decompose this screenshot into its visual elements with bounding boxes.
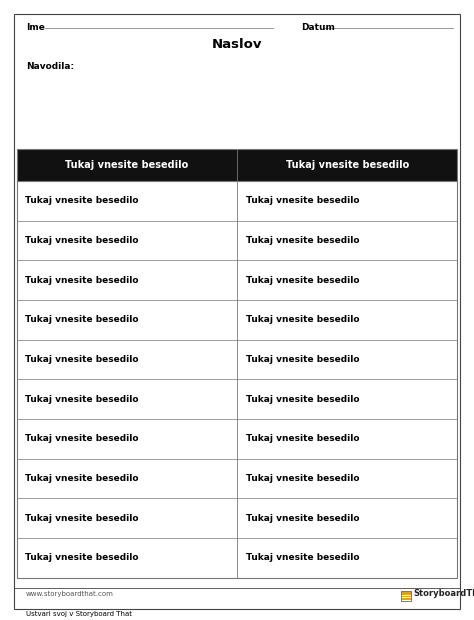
- Text: Navodila:: Navodila:: [26, 62, 74, 71]
- Bar: [17, 459, 457, 498]
- Bar: [17, 538, 457, 578]
- Text: Tukaj vnesite besedilo: Tukaj vnesite besedilo: [285, 160, 409, 170]
- Text: Tukaj vnesite besedilo: Tukaj vnesite besedilo: [246, 355, 359, 364]
- Text: Tukaj vnesite besedilo: Tukaj vnesite besedilo: [246, 474, 359, 483]
- Text: Tukaj vnesite besedilo: Tukaj vnesite besedilo: [246, 554, 359, 562]
- Bar: [17, 149, 457, 578]
- Bar: [17, 260, 457, 300]
- Text: Tukaj vnesite besedilo: Tukaj vnesite besedilo: [246, 316, 359, 324]
- Text: StoryboardThat: StoryboardThat: [413, 590, 474, 598]
- Bar: [17, 340, 457, 379]
- Text: Tukaj vnesite besedilo: Tukaj vnesite besedilo: [25, 514, 138, 523]
- Text: Tukaj vnesite besedilo: Tukaj vnesite besedilo: [25, 355, 138, 364]
- Text: Tukaj vnesite besedilo: Tukaj vnesite besedilo: [25, 435, 138, 443]
- Bar: [17, 419, 457, 459]
- Text: Ustvari svoj v Storyboard That: Ustvari svoj v Storyboard That: [26, 611, 132, 617]
- Text: www.storyboardthat.com: www.storyboardthat.com: [26, 591, 114, 597]
- Bar: [17, 181, 457, 221]
- Bar: [17, 221, 457, 260]
- Text: Tukaj vnesite besedilo: Tukaj vnesite besedilo: [25, 395, 138, 404]
- Text: Tukaj vnesite besedilo: Tukaj vnesite besedilo: [246, 236, 359, 245]
- Bar: [17, 379, 457, 419]
- Bar: [17, 498, 457, 538]
- Text: Tukaj vnesite besedilo: Tukaj vnesite besedilo: [246, 435, 359, 443]
- Text: Tukaj vnesite besedilo: Tukaj vnesite besedilo: [246, 395, 359, 404]
- Bar: [17, 300, 457, 340]
- Text: Tukaj vnesite besedilo: Tukaj vnesite besedilo: [65, 160, 189, 170]
- Text: Tukaj vnesite besedilo: Tukaj vnesite besedilo: [246, 514, 359, 523]
- Text: Tukaj vnesite besedilo: Tukaj vnesite besedilo: [25, 236, 138, 245]
- Bar: [17, 149, 457, 181]
- Text: Tukaj vnesite besedilo: Tukaj vnesite besedilo: [246, 276, 359, 285]
- Text: Tukaj vnesite besedilo: Tukaj vnesite besedilo: [246, 197, 359, 205]
- Text: Tukaj vnesite besedilo: Tukaj vnesite besedilo: [25, 316, 138, 324]
- Text: Ime: Ime: [26, 24, 45, 32]
- Text: Datum: Datum: [301, 24, 335, 32]
- Bar: [401, 591, 411, 601]
- Text: Naslov: Naslov: [212, 38, 262, 51]
- Text: Tukaj vnesite besedilo: Tukaj vnesite besedilo: [25, 276, 138, 285]
- Text: Tukaj vnesite besedilo: Tukaj vnesite besedilo: [25, 474, 138, 483]
- Text: Tukaj vnesite besedilo: Tukaj vnesite besedilo: [25, 554, 138, 562]
- Text: Tukaj vnesite besedilo: Tukaj vnesite besedilo: [25, 197, 138, 205]
